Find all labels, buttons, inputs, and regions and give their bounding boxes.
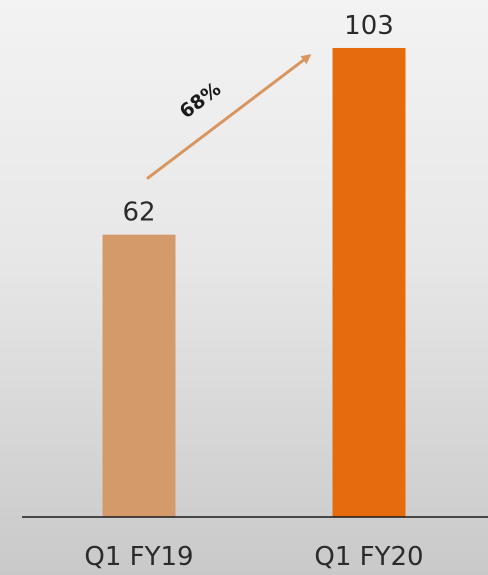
bar-q1-fy19 (102, 234, 176, 517)
category-label: Q1 FY20 (314, 542, 423, 572)
bars (102, 47, 406, 517)
bar-q1-fy20 (332, 47, 406, 517)
value-label: 103 (344, 11, 394, 41)
growth-percentage-label: 68% (176, 78, 226, 123)
growth-annotation: 68% (146, 54, 312, 180)
value-label: 62 (122, 198, 155, 228)
labels: 62 Q1 FY19 103 Q1 FY20 (84, 11, 423, 572)
category-label: Q1 FY19 (84, 542, 193, 572)
growth-arrow (146, 54, 312, 180)
